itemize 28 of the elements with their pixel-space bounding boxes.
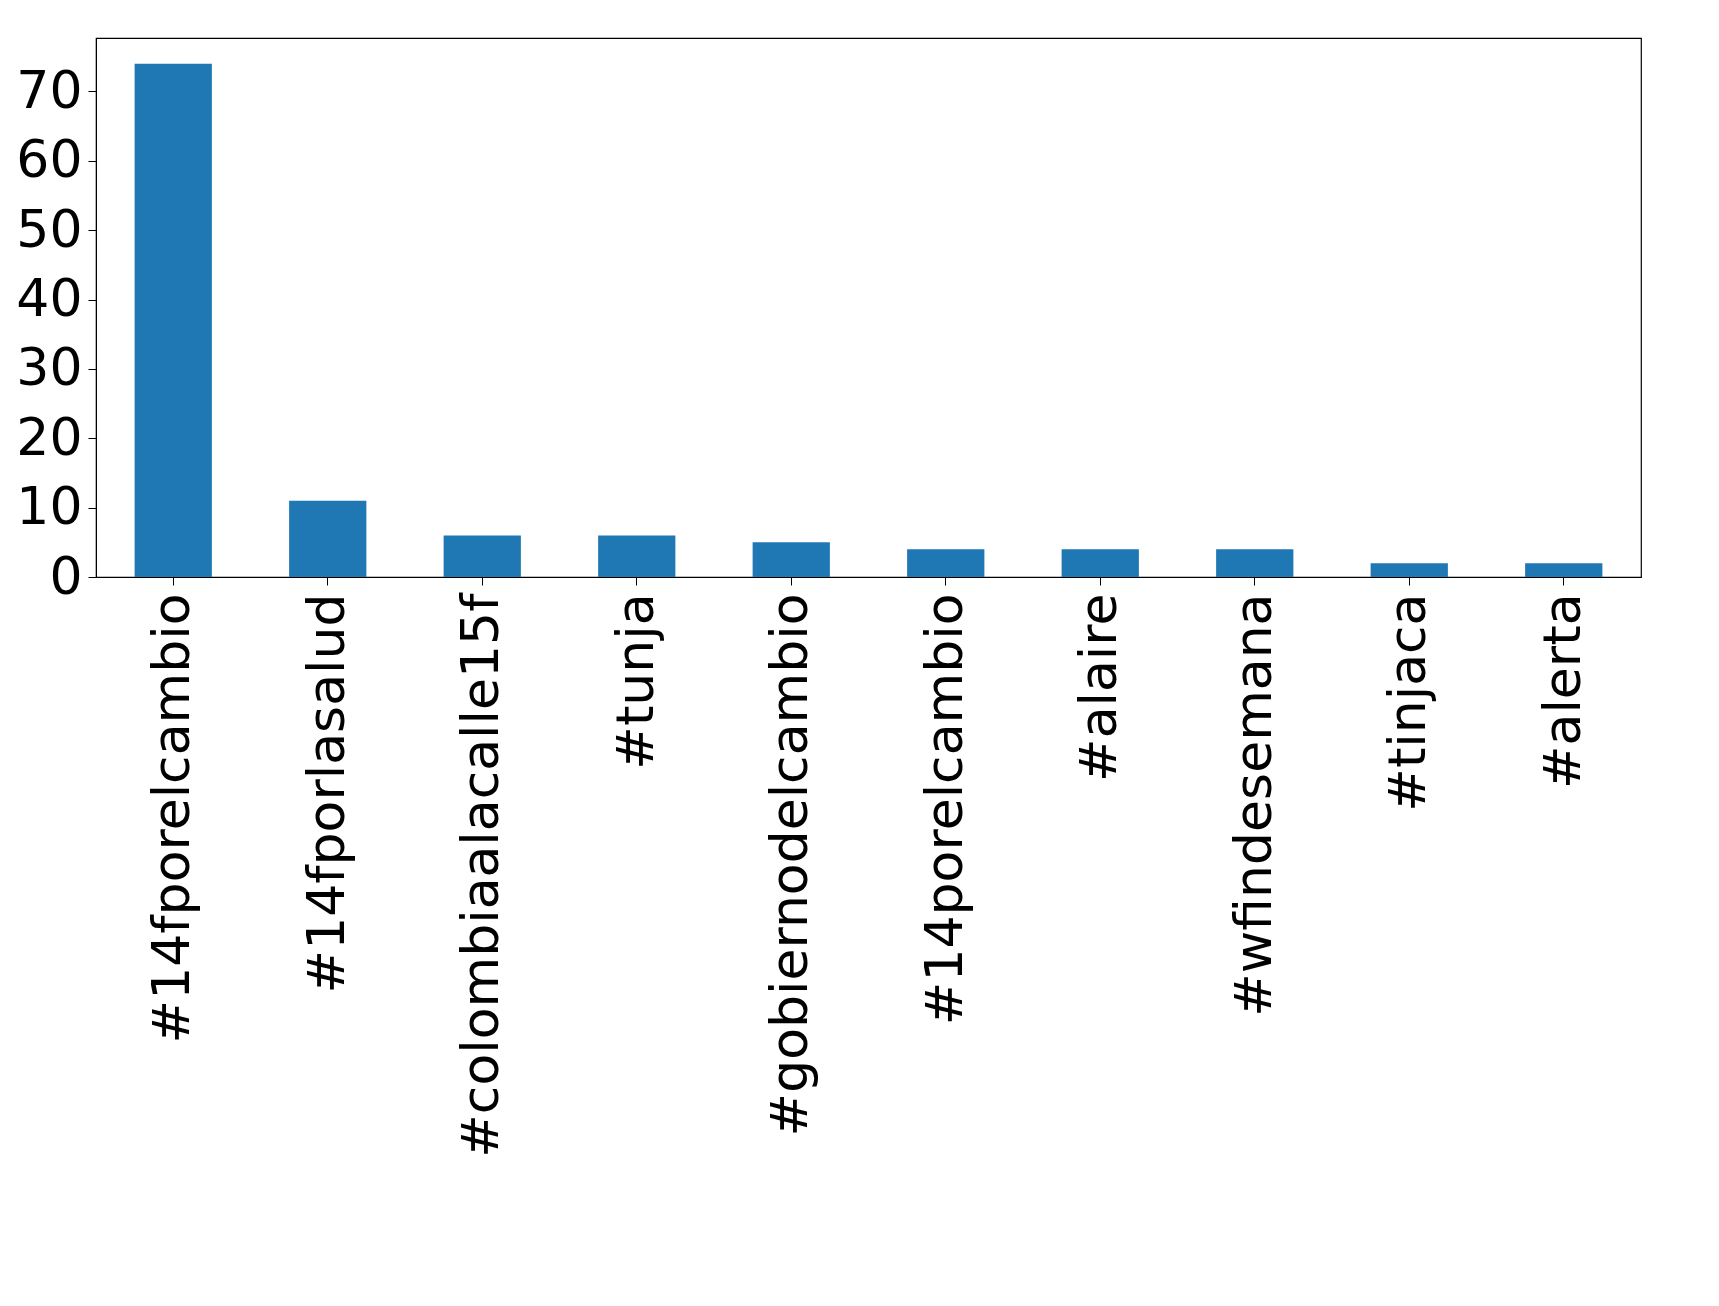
x-tick-label: #14fporlasalud <box>295 593 356 994</box>
y-tick-label: 20 <box>16 406 83 467</box>
x-tick-label: #wfindesemana <box>1222 593 1283 1017</box>
x-tick-label: #colombiaalacalle15f <box>450 591 511 1158</box>
bar <box>1370 563 1448 577</box>
bar <box>443 535 521 577</box>
y-tick-label: 40 <box>16 268 83 329</box>
y-tick-label: 70 <box>16 59 83 120</box>
y-tick-label: 60 <box>16 129 83 190</box>
bar <box>134 63 212 577</box>
y-tick-label: 10 <box>16 476 83 537</box>
bar <box>1216 549 1294 577</box>
x-tick-label: #14fporelcambio <box>141 593 202 1044</box>
y-tick-label: 0 <box>49 545 83 606</box>
y-tick-label: 50 <box>16 198 83 259</box>
x-tick-label: #14porelcambio <box>913 593 974 1026</box>
bar <box>1061 549 1139 577</box>
x-tick-label: #alaire <box>1068 593 1129 782</box>
bar <box>907 549 985 577</box>
y-tick-label: 30 <box>16 337 83 398</box>
bar <box>289 500 367 577</box>
bar <box>598 535 676 577</box>
x-tick-label: #alerta <box>1531 593 1592 790</box>
x-tick-label: #tunja <box>604 593 665 770</box>
bar <box>752 542 830 577</box>
x-tick-label: #gobiernodelcambio <box>759 593 820 1137</box>
x-tick-label: #tinjaca <box>1377 593 1438 812</box>
bar <box>1525 563 1603 577</box>
